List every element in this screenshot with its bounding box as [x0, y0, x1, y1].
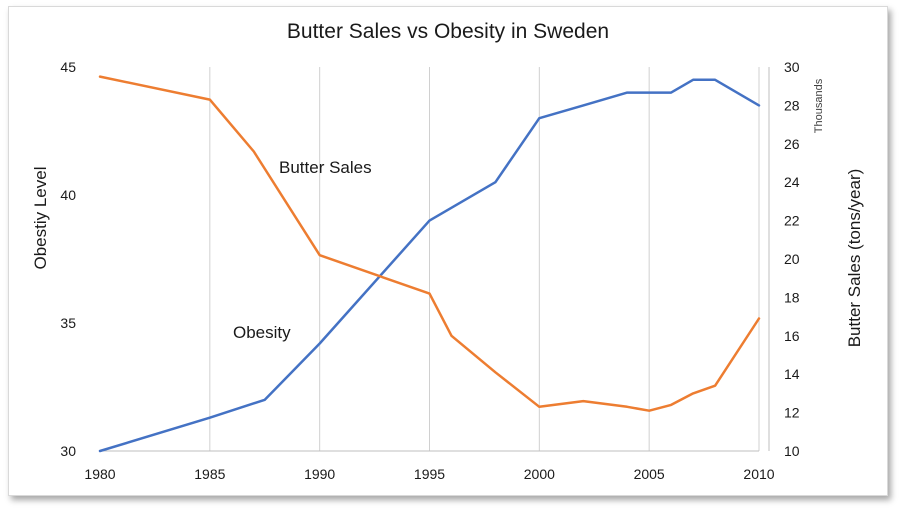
obesity-line: [98, 78, 761, 453]
y-right-tick-label: 22: [784, 213, 800, 229]
y-right-tick-label: 18: [784, 289, 800, 305]
left-axis-title: Obestiy Level: [31, 167, 50, 270]
x-tick-label: 1995: [414, 466, 445, 482]
y-right-tick-label: 30: [784, 59, 800, 75]
obesity-annotation: Obesity: [233, 323, 291, 342]
x-tick-label: 2010: [743, 466, 774, 482]
tick-labels: 1980 1985 1990 1995 2000 2005 2010 30 35 40 45 10 12…: [60, 59, 799, 482]
butter-sales-line: [98, 75, 761, 412]
y-left-tick-label: 35: [60, 315, 76, 331]
y-right-tick-label: 14: [784, 366, 800, 382]
vertical-gridlines: [209, 67, 760, 451]
right-axis-unit: Thousands: [813, 78, 825, 133]
y-right-tick-label: 24: [784, 174, 800, 190]
butter-sales-annotation: Butter Sales: [279, 158, 372, 177]
series-lines: [98, 75, 761, 453]
y-right-tick-label: 16: [784, 328, 800, 344]
right-axis-title: Butter Sales (tons/year): [845, 169, 864, 348]
axes: [100, 67, 770, 452]
x-tick-label: 2005: [634, 466, 665, 482]
chart-title: Butter Sales vs Obesity in Sweden: [287, 20, 609, 43]
y-right-tick-label: 10: [784, 443, 800, 459]
x-tick-label: 1980: [84, 466, 115, 482]
y-right-tick-label: 20: [784, 251, 800, 267]
y-left-tick-label: 45: [60, 59, 76, 75]
y-right-tick-label: 26: [784, 136, 800, 152]
y-right-tick-label: 28: [784, 97, 800, 113]
y-right-tick-label: 12: [784, 405, 800, 421]
x-tick-label: 2000: [524, 466, 555, 482]
y-left-tick-label: 30: [60, 443, 76, 459]
x-tick-label: 1985: [194, 466, 225, 482]
x-tick-label: 1990: [304, 466, 335, 482]
y-left-tick-label: 40: [60, 187, 76, 203]
